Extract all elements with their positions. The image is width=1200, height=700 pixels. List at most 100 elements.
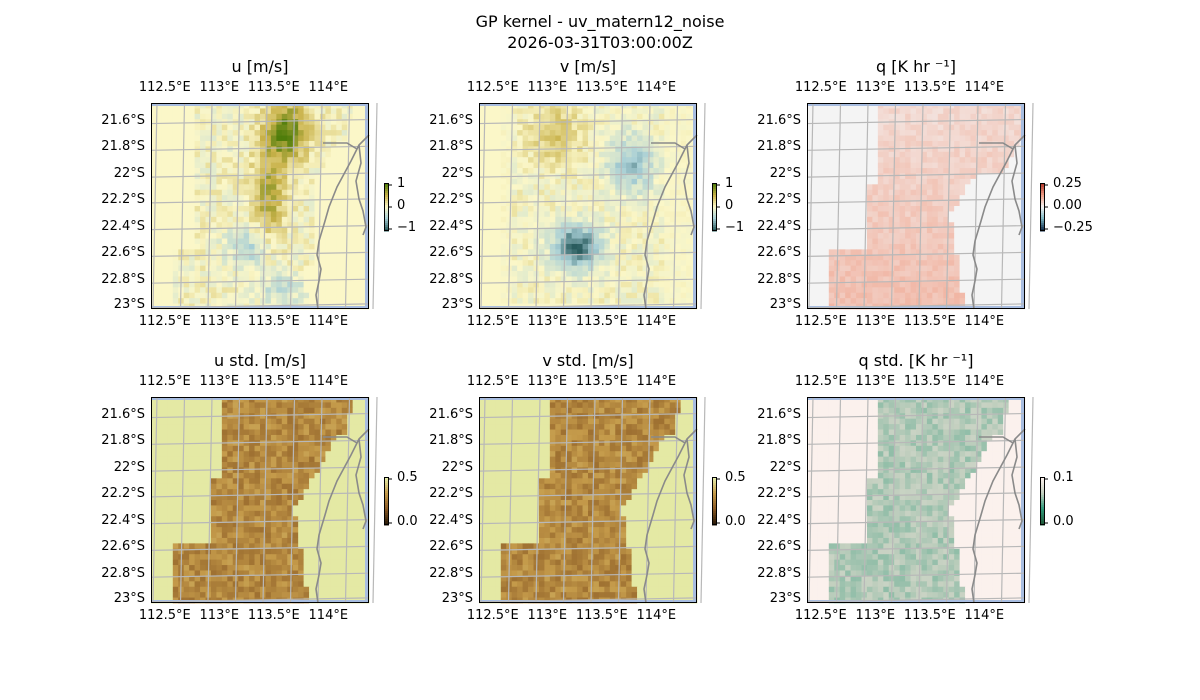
grid-cell [894, 292, 901, 299]
grid-cell [598, 216, 605, 223]
grid-cell [189, 238, 195, 245]
grid-cell [484, 249, 491, 256]
grid-cell [937, 200, 944, 207]
grid-cell [932, 173, 939, 180]
grid-cell [834, 200, 841, 207]
colorbar-u [384, 183, 392, 232]
colorbar-segment [1040, 201, 1045, 204]
grid-cell [828, 206, 835, 212]
grid-cell [653, 200, 660, 207]
grid-cell [626, 281, 632, 288]
grid-cell [260, 146, 266, 153]
grid-cell [921, 222, 928, 229]
grid-cell [533, 206, 540, 212]
grid-cell [861, 162, 868, 169]
grid-cell [538, 151, 545, 158]
grid-cell [926, 292, 933, 299]
grid-cell [1003, 146, 1010, 153]
colorbar-segment [1040, 189, 1045, 192]
grid-cell [254, 227, 261, 234]
grid-cell [986, 206, 993, 212]
grid-cell [943, 124, 950, 131]
grid-cell [216, 243, 223, 250]
grid-cell [954, 271, 960, 277]
grid-cell [986, 157, 993, 164]
grid-cell [347, 287, 354, 294]
grid-cell [916, 206, 922, 212]
grid-cell [172, 276, 179, 283]
grid-cell [975, 168, 982, 174]
grid-cell [276, 254, 283, 261]
grid-cell [877, 271, 884, 277]
grid-cell [161, 200, 168, 207]
grid-cell [877, 243, 884, 250]
grid-cell [866, 238, 873, 245]
grid-cell [500, 195, 507, 201]
grid-cell [549, 292, 556, 299]
grid-cell [319, 113, 326, 120]
grid-cell [680, 189, 687, 196]
grid-cell [189, 233, 195, 239]
grid-cell [210, 418, 217, 425]
grid-cell [243, 298, 250, 304]
grid-cell [479, 146, 485, 153]
grid-cell [1003, 168, 1010, 174]
grid-cell [183, 227, 190, 234]
grid-cell [189, 298, 195, 304]
grid-cell [210, 281, 217, 288]
grid-cell [658, 119, 665, 126]
grid-cell [151, 157, 157, 164]
colorbar-segment [384, 189, 389, 192]
grid-cell [533, 216, 540, 223]
grid-cell [926, 271, 933, 277]
grid-cell [916, 211, 922, 218]
grid-cell [653, 227, 660, 234]
grid-cell [943, 249, 950, 256]
grid-cell [850, 227, 857, 234]
grid-cell [669, 265, 676, 272]
grid-cell [555, 124, 562, 131]
grid-cell [265, 402, 272, 409]
grid-cell [637, 195, 643, 201]
grid-cell [227, 211, 234, 218]
grid-cell [319, 254, 326, 261]
grid-cell [609, 108, 616, 115]
grid-cell [932, 260, 939, 267]
grid-cell [200, 113, 206, 120]
grid-cell [965, 189, 971, 196]
grid-cell [817, 254, 824, 261]
grid-cell [954, 162, 960, 169]
grid-cell [194, 418, 201, 425]
grid-cell [506, 227, 513, 234]
grid-cell [658, 265, 665, 272]
grid-cell [861, 113, 868, 120]
grid-cell [265, 113, 272, 120]
colorbar-segment [384, 207, 389, 210]
grid-cell [352, 113, 359, 120]
grid-cell [970, 189, 977, 196]
grid-cell [675, 271, 682, 277]
grid-cell [566, 173, 573, 180]
grid-cell [243, 206, 250, 212]
grid-cell [178, 211, 185, 218]
grid-cell [243, 162, 250, 169]
grid-cell [352, 168, 359, 174]
grid-cell [210, 265, 217, 272]
grid-cell [899, 162, 906, 169]
grid-cell [582, 168, 589, 174]
grid-cell [549, 200, 556, 207]
grid-cell [598, 227, 605, 234]
grid-cell [200, 162, 206, 169]
grid-cell [948, 254, 955, 261]
grid-cell [954, 135, 960, 142]
grid-cell [866, 249, 873, 256]
grid-cell [522, 243, 529, 250]
grid-cell [620, 168, 627, 174]
grid-cell [227, 178, 234, 185]
grid-cell [303, 233, 310, 239]
grid-cell [183, 287, 190, 294]
grid-cell [156, 238, 163, 245]
grid-cell [626, 287, 632, 294]
grid-cell [243, 222, 250, 229]
grid-cell [314, 113, 321, 120]
